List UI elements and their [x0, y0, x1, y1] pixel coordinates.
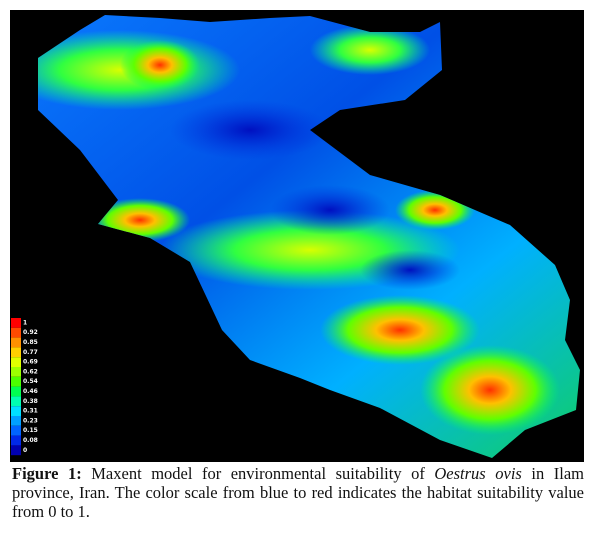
- legend-swatch: [11, 367, 21, 377]
- legend-label: 0.69: [23, 359, 38, 366]
- legend-label: 0.92: [23, 329, 38, 336]
- species-name: Oestrus ovis: [434, 464, 522, 483]
- figure-caption: Figure 1: Maxent model for environmental…: [12, 464, 584, 521]
- legend-swatch: [11, 357, 21, 367]
- legend-label: 0.38: [23, 398, 38, 405]
- legend-label: 0.54: [23, 378, 38, 385]
- legend-label: 0.08: [23, 437, 38, 444]
- legend-swatch: [11, 425, 21, 436]
- caption-text: Maxent model for environmental suitabili…: [81, 464, 435, 483]
- map-figure: 1 0.92 0.85 0.77 0.69 0.62 0.54 0.46 0.38 0.31 0.2…: [10, 10, 584, 462]
- legend-label: 0.31: [23, 408, 38, 415]
- legend-label: 0.15: [23, 427, 38, 434]
- legend-label: 0: [23, 447, 27, 454]
- legend-swatch: [11, 406, 21, 416]
- legend-label: 0.77: [23, 349, 38, 356]
- legend-swatch: [11, 386, 21, 397]
- legend-label: 0.46: [23, 388, 38, 395]
- legend-swatch: [11, 416, 21, 426]
- legend-label: 1: [23, 319, 27, 326]
- legend-label: 0.62: [23, 368, 38, 375]
- legend-label: 0.23: [23, 417, 38, 424]
- legend-swatch: [11, 396, 21, 407]
- caption-label: Figure 1:: [12, 464, 82, 483]
- legend-swatch: [11, 318, 21, 328]
- caption-text: in Ilam province, Iran. The color scale …: [12, 464, 584, 521]
- legend: 1 0.92 0.85 0.77 0.69 0.62 0.54 0.46 0.38 0.31 0.2…: [11, 318, 38, 456]
- legend-swatch: [11, 337, 21, 348]
- legend-swatch: [11, 347, 21, 358]
- legend-swatch: [11, 435, 21, 446]
- legend-swatch: [11, 327, 21, 338]
- legend-swatch: [11, 376, 21, 387]
- legend-swatch: [11, 445, 21, 456]
- legend-label: 0.85: [23, 339, 38, 346]
